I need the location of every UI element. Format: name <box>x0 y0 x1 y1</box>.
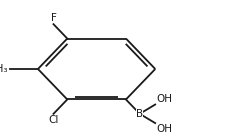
Text: F: F <box>50 13 56 23</box>
Text: OH: OH <box>156 94 172 104</box>
Text: Cl: Cl <box>48 115 58 125</box>
Text: OCH₃: OCH₃ <box>0 64 8 74</box>
Text: B: B <box>136 109 143 119</box>
Text: OH: OH <box>156 124 172 134</box>
